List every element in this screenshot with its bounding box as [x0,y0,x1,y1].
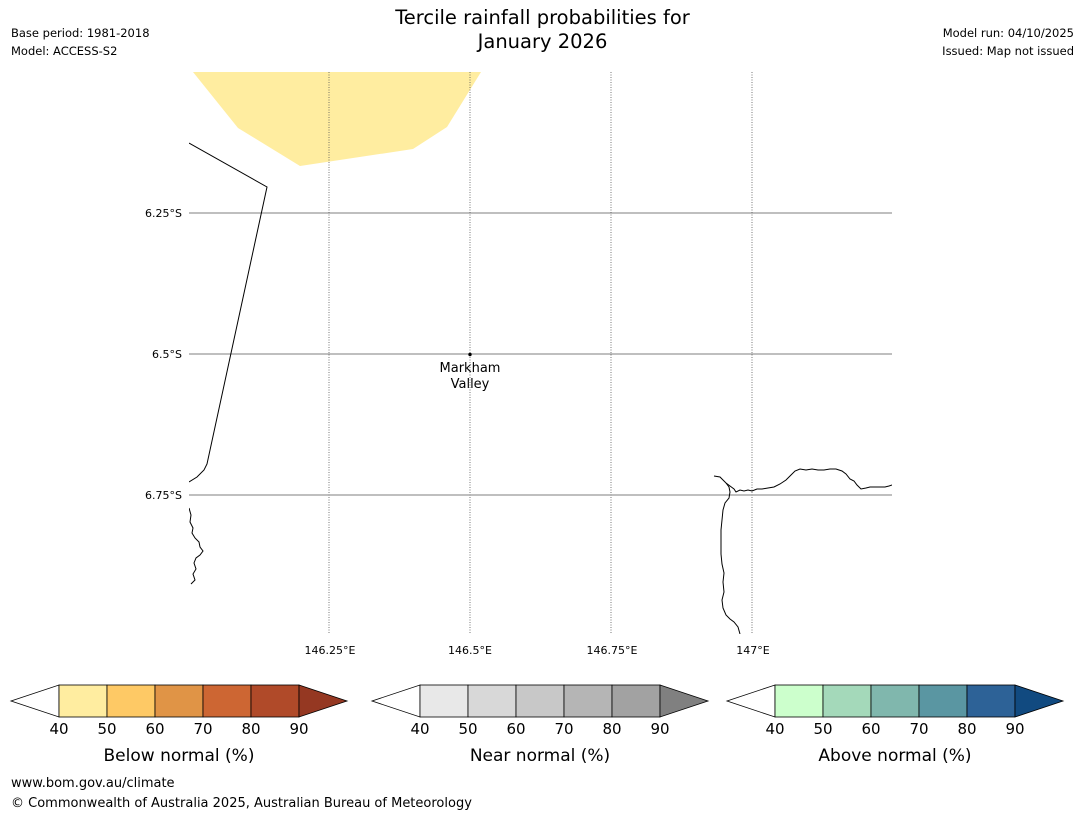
above-normal-segment [870,684,920,718]
lat-label-6-75: 6.75°S [145,489,182,502]
lat-label-6-25: 6.25°S [145,207,182,220]
near-normal-legend-label: Near normal (%) [470,746,610,766]
below-normal-segment [202,684,252,718]
below-normal-tick-label: 60 [145,720,164,738]
latitude-gridlines [189,212,892,496]
above-normal-tick-label: 90 [1005,720,1024,738]
place-label-line-2: Valley [451,377,490,392]
below-normal-tick-label: 40 [49,720,68,738]
above-normal-segment [966,684,1016,718]
issued-text: Issued: Map not issued [942,44,1074,58]
below-normal-segment [154,684,204,718]
near-normal-segment [419,684,469,718]
above-normal-segment [918,684,968,718]
lon-label-146-75: 146.75°E [587,644,638,657]
lon-label-146-25: 146.25°E [305,644,356,657]
below-normal-tick-label: 90 [289,720,308,738]
above-normal-tick-label: 60 [861,720,880,738]
below-normal-segment [106,684,156,718]
below-normal-tick-label: 50 [97,720,116,738]
below-normal-legend: 40 50 60 70 80 90 Below normal (%) [9,684,349,766]
model-info: Base period: 1981-2018 Model: ACCESS-S2 [11,24,150,60]
above-normal-legend-label: Above normal (%) [818,746,971,766]
near-normal-segment [611,684,661,718]
lon-label-146-5: 146.5°E [448,644,492,657]
near-normal-tick-label: 70 [554,720,573,738]
coastline-huon-gulf [713,468,892,493]
coastline-southeast [720,482,741,634]
near-normal-tick-label: 80 [602,720,621,738]
coastline-southwest [189,507,204,585]
near-normal-tick-label: 50 [458,720,477,738]
above-normal-legend: 40 50 60 70 80 90 Above normal (%) [725,684,1065,766]
near-normal-tick-label: 40 [410,720,429,738]
above-normal-tick-label: 50 [813,720,832,738]
lat-label-6-5: 6.5°S [152,348,182,361]
map-title: Tercile rainfall probabilities for Janua… [0,6,1085,54]
below-normal-tick-label: 70 [193,720,212,738]
near-normal-tick-label: 90 [650,720,669,738]
base-period-text: Base period: 1981-2018 [11,26,150,40]
near-normal-segment [563,684,613,718]
map-canvas: Markham Valley 6.25°S 6.5°S 6.75°S 146.2… [145,72,892,657]
footer-copyright: © Commonwealth of Australia 2025, Austra… [11,796,472,811]
border-line-west [189,142,268,483]
near-normal-legend: 40 50 60 70 80 90 Near normal (%) [370,684,710,766]
model-run-text: Model run: 04/10/2025 [942,26,1074,40]
place-label-line-1: Markham [440,361,501,376]
above-normal-segment [822,684,872,718]
near-normal-tick-label: 60 [506,720,525,738]
above-normal-tick-label: 80 [957,720,976,738]
near-normal-segment [515,684,565,718]
legend-area: 40 50 60 70 80 90 Below normal (%) 40 50 60 70 80 90… [9,684,1065,766]
title-line-1: Tercile rainfall probabilities for [395,6,690,29]
above-normal-tick-label: 70 [909,720,928,738]
above-normal-under-arrow [725,684,776,718]
below-normal-segment [250,684,300,718]
longitude-gridlines [328,72,753,634]
lon-label-147: 147°E [736,644,769,657]
above-normal-over-arrow [1014,684,1065,718]
markham-valley-marker [468,352,472,357]
footer-url: www.bom.gov.au/climate [11,776,175,791]
above-normal-segment [774,684,824,718]
below-normal-tick-label: 80 [241,720,260,738]
below-normal-under-arrow [9,684,60,718]
title-line-2: January 2026 [477,30,608,53]
near-normal-over-arrow [659,684,710,718]
below-normal-legend-label: Below normal (%) [104,746,255,766]
above-normal-tick-label: 40 [765,720,784,738]
run-info: Model run: 04/10/2025 Issued: Map not is… [942,24,1074,60]
below-normal-shaded-region [193,72,481,166]
below-normal-segment [58,684,108,718]
below-normal-over-arrow [298,684,349,718]
model-name-text: Model: ACCESS-S2 [11,44,118,58]
near-normal-under-arrow [370,684,421,718]
near-normal-segment [467,684,517,718]
